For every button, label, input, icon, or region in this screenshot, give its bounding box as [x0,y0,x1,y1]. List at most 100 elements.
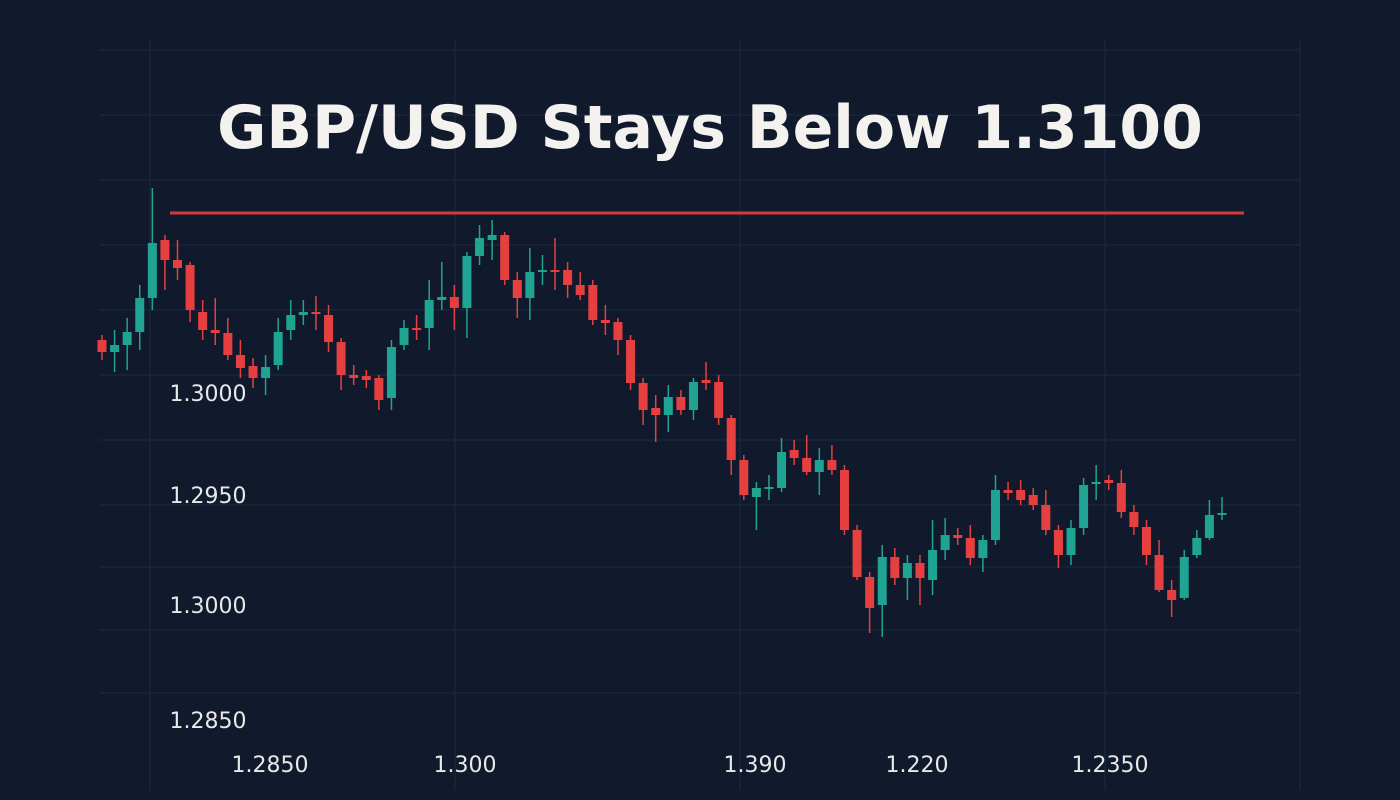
candle-body [663,397,673,415]
candle-body [173,260,183,268]
candle-body [588,285,598,320]
candle-body [1041,505,1051,530]
candle-body [613,322,623,340]
candle-body [1116,483,1126,512]
candle-body [349,375,359,378]
candle-body [714,382,724,418]
candle-body [97,340,107,352]
candle-body [739,460,749,495]
candle-body [1079,485,1089,528]
candle-body [550,270,560,272]
candle-body [928,550,938,580]
candle-body [726,418,736,460]
candle-body [248,366,258,378]
candle-body [1091,482,1101,484]
candle-body [273,332,283,365]
candle-body [525,272,535,298]
candle-body [890,557,900,578]
candle-body [437,297,447,300]
candle-body [1028,495,1038,505]
candle-body [537,270,547,272]
candle-body [600,320,610,323]
candle-body [185,265,195,310]
candle-body [676,397,686,410]
candle-body [1204,515,1214,538]
candle-body [575,285,585,295]
candle-body [1179,557,1189,598]
y-axis-label: 1.2950 [170,484,247,509]
candle-body [374,378,384,400]
candle-body [261,367,271,378]
candle-body [814,460,824,472]
candle-body [1066,528,1076,555]
candle-body [953,535,963,538]
candle-body [638,383,648,410]
candle-body [802,458,812,472]
candle-body [777,452,787,488]
x-axis-label: 1.220 [886,753,949,778]
candle-body [1217,513,1227,515]
candle-body [902,563,912,578]
candle-body [223,333,233,355]
candle-body [210,330,220,333]
candle-body [688,382,698,410]
y-axis-label: 1.3000 [170,382,247,407]
candle-body [651,408,661,415]
candle-body [336,342,346,375]
candle-body [122,332,132,345]
candle-body [361,376,371,380]
candle-body [449,297,459,308]
candle-body [487,235,497,240]
candle-body [1141,527,1151,555]
candle-body [198,312,208,330]
candle-body [311,312,321,314]
candle-body [1167,590,1177,600]
candle-body [1053,530,1063,555]
x-axis-label: 1.2350 [1072,753,1149,778]
candle-body [701,380,711,383]
candle-body [839,470,849,530]
candle-body [424,300,434,328]
y-axis-label: 1.2850 [170,709,247,734]
candle-body [1104,480,1114,483]
candle-body [412,328,422,330]
candle-body [751,488,761,497]
candle-body [1154,555,1164,590]
y-axis-label: 1.3000 [170,594,247,619]
candle-body [789,450,799,458]
chart-title: GBP/USD Stays Below 1.3100 [217,93,1203,163]
candle-body [1003,490,1013,493]
candle-body [462,256,472,308]
candle-body [865,577,875,608]
x-axis-label: 1.300 [434,753,497,778]
grid [100,40,1301,790]
candle-body [764,487,774,489]
candle-body [915,563,925,578]
candle-body [399,328,409,345]
candle-body [1192,538,1202,555]
candle-body [978,540,988,558]
candle-body [386,347,396,398]
candle-body [852,530,862,577]
candle-body [563,270,573,285]
candle-body [1129,512,1139,527]
x-axis-label: 1.390 [724,753,787,778]
candle-body [324,315,334,342]
candle-body [135,298,145,332]
candle-body [965,538,975,558]
candle-body [512,280,522,298]
candle-body [147,243,157,298]
candle-body [298,312,308,315]
candle-body [626,340,636,383]
candle-body [286,315,296,330]
candle-body [940,535,950,550]
candle-body [990,490,1000,540]
candle-body [500,235,510,280]
candle-body [235,355,245,368]
candle-body [1016,490,1026,500]
candle-body [827,460,837,470]
candle-body [160,240,170,260]
x-axis-label: 1.2850 [232,753,309,778]
